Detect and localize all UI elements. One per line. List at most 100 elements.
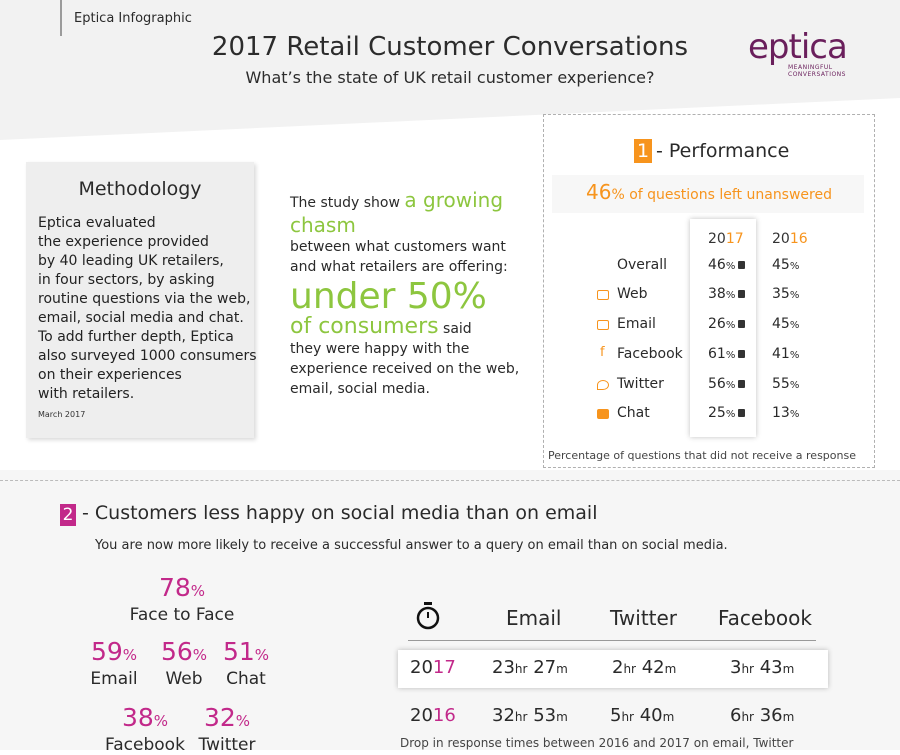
- study-line: The study show a growing: [290, 190, 530, 213]
- study-line: between what customers want: [290, 239, 506, 255]
- value-2017: 26%: [708, 316, 746, 332]
- performance-headline-band: [552, 175, 864, 213]
- header-rule: [408, 640, 816, 641]
- twitter-icon: [597, 380, 609, 390]
- logo-word: eptica: [748, 27, 848, 67]
- chat-icon: [597, 409, 609, 419]
- stat-facebook: 38% Facebook: [105, 703, 185, 755]
- study-text: The study show: [290, 195, 400, 211]
- methodology-line: also surveyed 1000 consumers: [38, 348, 257, 364]
- study-line: experience received on the web,: [290, 361, 520, 377]
- year-2016-header: 2016: [772, 231, 808, 247]
- value-2016: 45%: [772, 257, 800, 273]
- column-header-twitter: Twitter: [610, 606, 678, 630]
- value-2016: 55%: [772, 376, 800, 392]
- facebook-time-2016: 6hr 36m: [730, 705, 795, 726]
- row-2017-highlight: [398, 650, 828, 688]
- study-summary: The study show a growing chasm between w…: [290, 190, 530, 399]
- email-time-2017: 23hr 27m: [492, 657, 568, 678]
- stat-face-to-face: 78% Face to Face: [129, 573, 235, 626]
- stat-twitter: 32% Twitter: [198, 703, 256, 755]
- study-line: they were happy with the: [290, 341, 470, 357]
- value-2017: 25%: [708, 405, 746, 421]
- row-label: Email: [617, 316, 656, 332]
- eptica-logo: eptica MEANINGFUL CONVERSATIONS: [748, 30, 868, 78]
- stat-email: 59% Email: [90, 637, 138, 690]
- performance-row-web: Web 38% 35%: [544, 284, 874, 308]
- column-2017-highlight: [690, 219, 756, 437]
- thumbs-down-icon: [738, 290, 746, 298]
- facebook-time-2017: 3hr 43m: [730, 657, 795, 678]
- performance-row-facebook: f Facebook 61% 41%: [544, 344, 874, 368]
- performance-row-overall: Overall 46% 45%: [544, 255, 874, 279]
- response-times-footnote: Drop in response times between 2016 and …: [400, 736, 794, 750]
- study-accent-chasm: chasm: [290, 213, 356, 237]
- methodology-line: the experience provided: [38, 234, 209, 250]
- column-header-facebook: Facebook: [718, 606, 812, 630]
- value-2017: 61%: [708, 346, 746, 362]
- facebook-icon: f: [600, 345, 605, 360]
- row-label: Chat: [617, 405, 650, 421]
- column-header-email: Email: [506, 606, 562, 630]
- thumbs-up-icon: [738, 320, 746, 328]
- performance-footnote: Percentage of questions that did not rec…: [548, 449, 856, 462]
- thumbs-down-icon: [738, 350, 746, 358]
- performance-row-email: Email 26% 45%: [544, 314, 874, 338]
- methodology-line: To add further depth, Eptica: [38, 329, 234, 345]
- methodology-line: by 40 leading UK retailers,: [38, 253, 224, 269]
- thumbs-down-icon: [738, 261, 746, 269]
- methodology-body: Eptica evaluated the experience provided…: [38, 214, 258, 404]
- study-text: said: [443, 321, 472, 337]
- year-prefix: 20: [708, 231, 726, 247]
- methodology-line: with retailers.: [38, 386, 135, 402]
- methodology-card: Methodology Eptica evaluated the experie…: [26, 162, 257, 438]
- methodology-line: email, social media and chat.: [38, 310, 244, 326]
- methodology-date: March 2017: [38, 410, 86, 419]
- value-2017: 56%: [708, 376, 746, 392]
- value-2016: 13%: [772, 405, 800, 421]
- year-suffix: 16: [789, 231, 808, 247]
- browser-icon: [597, 290, 609, 300]
- value-2016: 45%: [772, 316, 800, 332]
- email-time-2016: 32hr 53m: [492, 705, 568, 726]
- methodology-line: on their experiences: [38, 367, 182, 383]
- row-year-2017: 2017: [410, 657, 456, 678]
- value-2017: 46%: [708, 257, 746, 273]
- study-line: email, social media.: [290, 381, 430, 397]
- study-accent: a growing: [404, 188, 504, 212]
- row-year-2016: 2016: [410, 705, 456, 726]
- page-subtitle: What’s the state of UK retail customer e…: [245, 68, 655, 87]
- row-label: Twitter: [617, 376, 664, 392]
- stat-chat: 51% Chat: [222, 637, 270, 690]
- performance-headline-value: 46: [585, 180, 612, 204]
- performance-number: 1: [634, 139, 652, 163]
- section2-background: [0, 470, 900, 750]
- year-suffix: 17: [725, 231, 744, 247]
- year-prefix: 20: [772, 231, 790, 247]
- methodology-line: routine questions via the web,: [38, 291, 251, 307]
- section-divider: [0, 480, 900, 481]
- section2-number: 2: [60, 504, 76, 526]
- value-2017: 38%: [708, 286, 746, 302]
- study-line: of consumers said: [290, 314, 530, 339]
- value-2016: 35%: [772, 286, 800, 302]
- year-2017-header: 2017: [708, 231, 744, 247]
- performance-headline: 46% of questions left unanswered: [544, 177, 874, 210]
- study-line: and what retailers are offering:: [290, 259, 508, 275]
- row-label: Facebook: [617, 346, 683, 362]
- thumbs-down-icon: [738, 409, 746, 417]
- performance-panel: 1 - Performance 46% of questions left un…: [543, 114, 875, 468]
- methodology-line: Eptica evaluated: [38, 215, 156, 231]
- study-accent: of consumers: [290, 314, 439, 339]
- stopwatch-icon: [416, 602, 440, 630]
- row-label: Overall: [617, 257, 668, 273]
- page-title: 2017 Retail Customer Conversations: [211, 32, 689, 62]
- section2-subtitle: You are now more likely to receive a suc…: [95, 538, 728, 553]
- performance-headline-text: % of questions left unanswered: [611, 187, 832, 203]
- thumbs-down-icon: [738, 380, 746, 388]
- methodology-title: Methodology: [78, 178, 202, 200]
- section2-title: - Customers less happy on social media t…: [82, 502, 598, 524]
- study-big-stat: under 50%: [290, 276, 487, 317]
- row-label: Web: [617, 286, 648, 302]
- performance-row-chat: Chat 25% 13%: [544, 403, 874, 427]
